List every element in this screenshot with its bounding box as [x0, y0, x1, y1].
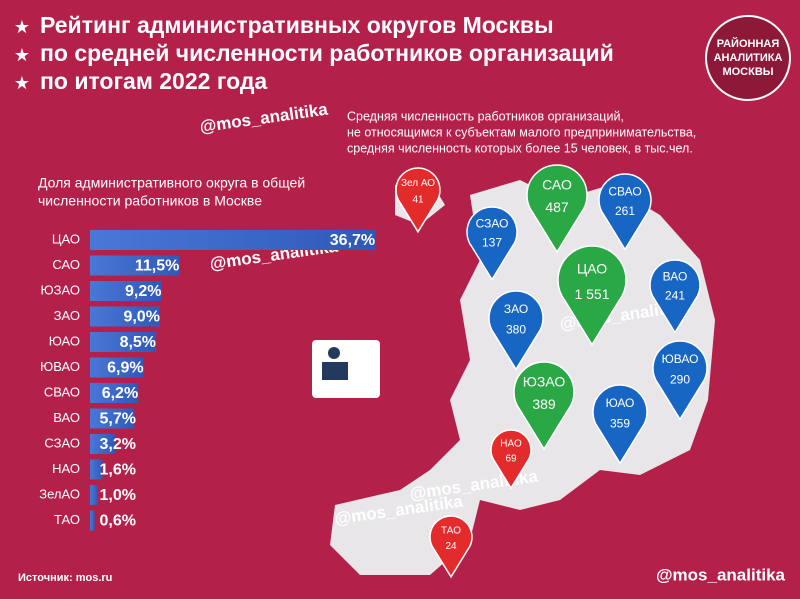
- pin-value: 359: [610, 416, 630, 430]
- map-pin: [557, 245, 627, 347]
- handle: @mos_analitika: [656, 565, 786, 584]
- chart-subtitle: численности работников в Москве: [38, 193, 262, 209]
- pin-name: СВАО: [608, 184, 641, 198]
- map-pin: [490, 429, 532, 490]
- category-label: ТАО: [54, 512, 80, 527]
- pin-value: 389: [532, 396, 556, 412]
- value-label: 1,6%: [100, 462, 136, 479]
- bar: [90, 306, 160, 327]
- map-pin: [395, 167, 441, 234]
- chart-subtitle: Доля административного округа в общей: [38, 175, 305, 191]
- pin-value: 1 551: [574, 286, 609, 302]
- bar: [90, 357, 144, 378]
- pin-name: ЮЗАО: [523, 374, 566, 390]
- pin-name: САО: [542, 177, 572, 193]
- category-label: ЗелАО: [39, 486, 80, 501]
- pin-value: 487: [545, 199, 569, 215]
- bar: [90, 408, 135, 429]
- bar: [90, 383, 139, 403]
- title-line: по итогам 2022 года: [40, 68, 267, 94]
- map-description: средняя численность которых более 15 чел…: [347, 141, 693, 155]
- category-label: СЗАО: [44, 435, 80, 450]
- map-pin: [466, 206, 518, 281]
- map-description: Средняя численность работников организац…: [347, 109, 624, 123]
- value-label: 5,7%: [100, 411, 136, 428]
- source: Источник: mos.ru: [18, 572, 112, 584]
- star: ★: [14, 17, 30, 37]
- map-pin: [513, 361, 575, 451]
- bar: [90, 332, 157, 352]
- bar: [90, 510, 95, 531]
- bar: [90, 281, 162, 301]
- category-label: СВАО: [44, 384, 80, 399]
- map-description: не относящимся к субъектам малого предпр…: [347, 125, 696, 139]
- value-label: 9,0%: [123, 309, 159, 326]
- pin-value: 261: [615, 204, 635, 218]
- pin-value: 24: [445, 541, 457, 552]
- category-label: НАО: [52, 461, 80, 476]
- star: ★: [14, 45, 30, 65]
- pin-name: СЗАО: [476, 217, 509, 231]
- value-label: 1,0%: [100, 487, 136, 504]
- pin-name: Зел АО: [401, 178, 435, 189]
- value-label: 8,5%: [120, 334, 156, 351]
- bar: [90, 434, 115, 454]
- value-label: 6,2%: [102, 385, 138, 402]
- pin-value: 41: [412, 195, 424, 206]
- logo-text: АНАЛИТИКА: [714, 52, 783, 64]
- map-pin: [652, 340, 708, 421]
- title-line: по средней численности работников органи…: [40, 40, 614, 66]
- value-label: 36,7%: [330, 232, 375, 249]
- pin-name: ЮАО: [606, 396, 635, 410]
- map-pin: [429, 515, 473, 579]
- category-label: ЮВАО: [40, 359, 80, 374]
- bar: [90, 459, 103, 480]
- pin-value: 380: [506, 322, 526, 336]
- pin-value: 137: [482, 235, 502, 249]
- value-label: 0,6%: [100, 513, 136, 530]
- pin-name: ЗАО: [504, 302, 528, 316]
- value-label: 9,2%: [125, 283, 161, 300]
- category-label: ВАО: [53, 410, 80, 425]
- map-pin: [592, 384, 648, 465]
- pin-value: 241: [665, 288, 685, 302]
- pin-name: ТАО: [441, 525, 461, 536]
- bar: [90, 485, 98, 505]
- illustration: [312, 340, 380, 398]
- value-label: 11,5%: [135, 258, 179, 275]
- category-label: ЮАО: [49, 333, 80, 348]
- value-label: 3,2%: [100, 436, 136, 453]
- pin-name: ВАО: [663, 270, 688, 284]
- category-label: САО: [52, 257, 80, 272]
- bar: [90, 255, 180, 276]
- pin-name: ЦАО: [577, 261, 607, 277]
- pin-name: НАО: [500, 439, 522, 450]
- map-pin: [598, 173, 652, 251]
- logo-text: МОСКВЫ: [722, 66, 773, 78]
- map-pin: [526, 164, 588, 254]
- title-line: Рейтинг административных округов Москвы: [40, 12, 554, 38]
- pin-value: 290: [670, 372, 690, 386]
- value-label: 6,9%: [107, 360, 143, 377]
- pin-value: 69: [505, 454, 517, 465]
- category-label: ЗАО: [54, 308, 80, 323]
- bar: [90, 230, 376, 250]
- category-label: ЦАО: [52, 231, 80, 246]
- map-pin: [488, 290, 544, 371]
- logo-text: РАЙОННАЯ: [717, 37, 780, 50]
- pin-name: ЮВАО: [662, 352, 699, 366]
- logo: [705, 15, 791, 101]
- category-label: ЮЗАО: [41, 282, 80, 297]
- star: ★: [14, 73, 30, 93]
- map-pin: [649, 259, 701, 334]
